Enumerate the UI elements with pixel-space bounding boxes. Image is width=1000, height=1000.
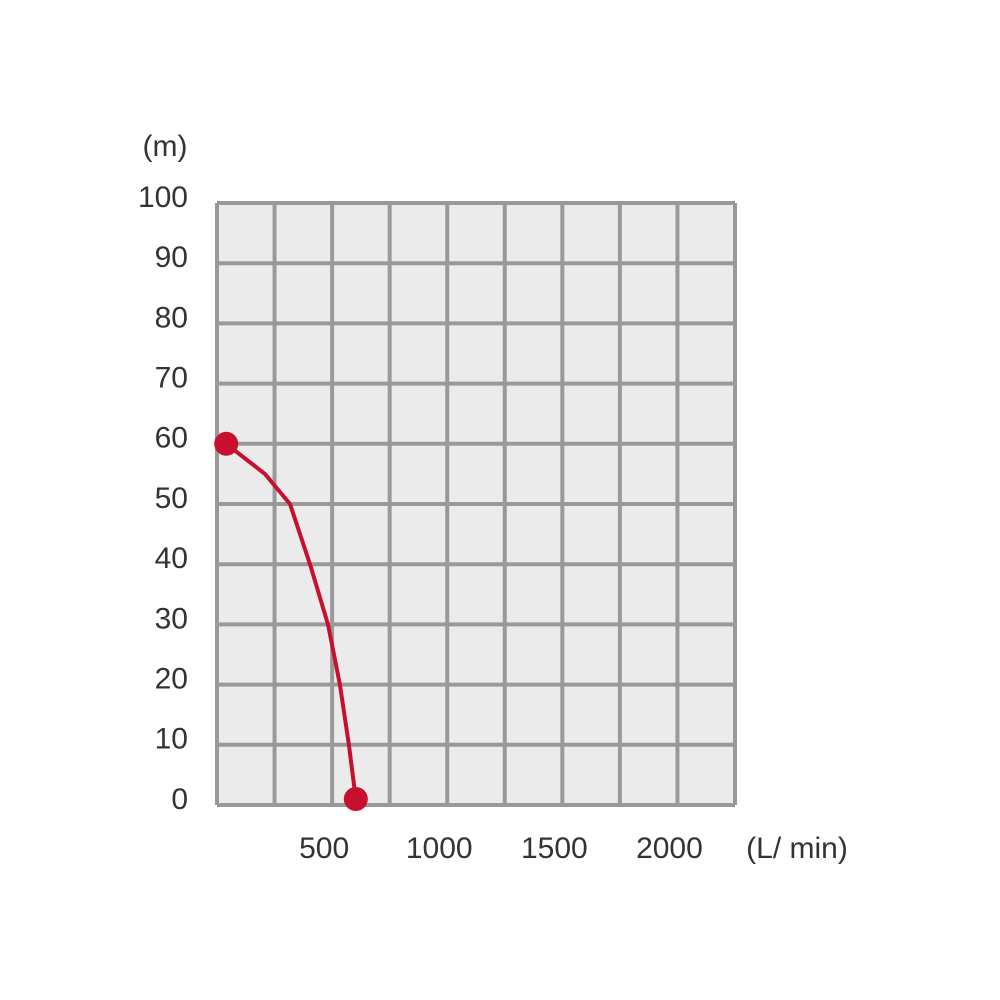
y-tick-label: 10: [155, 723, 188, 756]
y-tick-label: 20: [155, 663, 188, 696]
y-tick-label: 100: [138, 181, 188, 214]
y-tick-label: 80: [155, 301, 188, 334]
y-tick-label: 50: [155, 482, 188, 515]
y-axis-label: (m): [143, 130, 188, 163]
y-tick-label: 60: [155, 422, 188, 455]
y-tick-label: 0: [171, 783, 188, 816]
end-point: [343, 786, 368, 811]
x-axis-label: (L/ min): [746, 832, 848, 865]
x-tick-label: 500: [299, 832, 349, 865]
y-tick-label: 90: [155, 241, 188, 274]
end-point: [214, 431, 239, 456]
y-tick-label: 30: [155, 602, 188, 635]
x-tick-label: 1500: [521, 832, 588, 865]
x-tick-label: 1000: [406, 832, 473, 865]
series-line: [224, 442, 358, 800]
y-tick-label: 40: [155, 542, 188, 575]
x-tick-label: 2000: [636, 832, 703, 865]
y-tick-label: 70: [155, 362, 188, 395]
